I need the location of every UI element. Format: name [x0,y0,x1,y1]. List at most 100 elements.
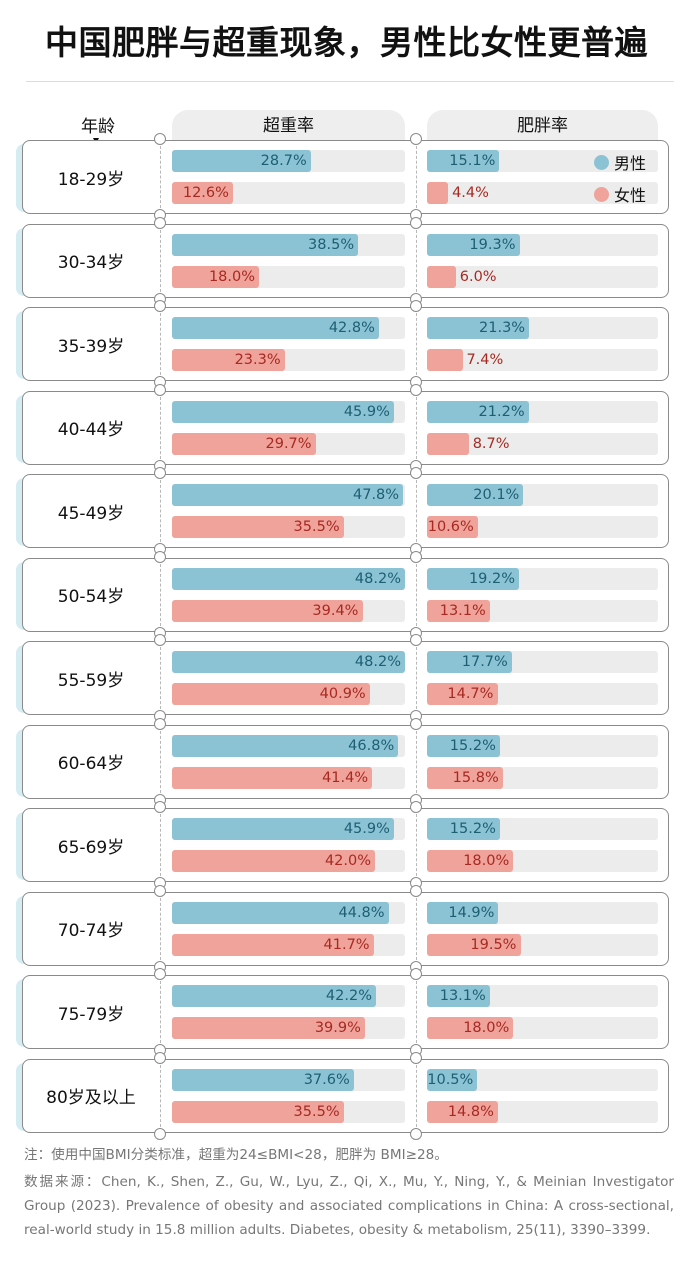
overweight-male-bar [172,1068,354,1091]
overweight-male-bar [172,567,405,590]
age-group-label: 50-54岁 [57,587,125,607]
overweight-female-value-label: 41.7% [323,936,370,953]
overweight-male-track: 38.5% [172,233,405,256]
dashed-separator [160,647,161,709]
overweight-male-value-label: 45.9% [343,403,390,420]
row-accent [16,561,26,630]
overweight-female-track: 42.0% [172,850,405,872]
overweight-female-bar [172,599,363,622]
row-notch [154,968,166,980]
obesity-male-track: 13.1% [427,985,658,1007]
obesity-female-value-label: 4.4% [452,185,489,201]
overweight-female-bar [172,1017,365,1039]
overweight-male-bar [172,484,404,506]
obesity-female-track: 8.7% [427,432,658,455]
dashed-separator [160,730,161,793]
overweight-female-bar [172,516,344,538]
obesity-female-value-label: 18.0% [463,1020,510,1036]
obesity-male-value-label: 14.9% [448,904,495,921]
row-notch [410,300,422,312]
overweight-female-value-label: 23.3% [234,352,281,368]
dashed-separator [416,146,417,208]
footnote-source: 数据来源：Chen, K., Shen, Z., Gu, W., Lyu, Z.… [24,1174,674,1238]
overweight-female-value-label: 12.6% [182,185,229,201]
obesity-male-value-label: 21.2% [478,403,525,420]
dashed-separator [416,563,417,626]
obesity-male-track: 19.3% [427,233,658,256]
obesity-female-value-label: 18.0% [463,853,510,869]
dashed-separator [416,313,417,375]
overweight-female-track: 41.7% [172,933,405,956]
row-notch [410,467,422,479]
row-notch [410,968,422,980]
obesity-female-bar [427,1017,514,1039]
overweight-female-value-label: 35.5% [293,1103,340,1120]
overweight-female-bar [172,683,370,705]
obesity-male-track: 19.2% [427,567,658,590]
overweight-male-value-label: 42.8% [328,320,375,336]
obesity-female-value-label: 15.8% [452,769,499,786]
legend-female: 女性 [594,182,646,206]
overweight-male-bar [172,818,394,840]
age-group-label: 65-69岁 [57,837,125,858]
dashed-separator [160,396,161,459]
obesity-male-track: 20.1% [427,484,658,506]
dashed-separator [160,563,161,626]
chart-row: 75-79岁 42.2% 39.9% 13.1% 18.0% [16,968,669,1056]
row-notch [410,383,422,396]
dashed-separator [416,814,417,876]
overweight-female-value-label: 41.4% [322,769,369,786]
overweight-male-bar [172,233,359,256]
row-notch [154,801,166,813]
overweight-female-track: 40.9% [172,683,405,705]
overweight-male-track: 47.8% [172,484,405,506]
row-notch [410,717,422,730]
obesity-female-track: 10.6% [427,516,658,538]
obesity-female-track: 14.8% [427,1100,658,1123]
obesity-female-bar [427,1100,498,1123]
dashed-separator [160,480,161,542]
age-group-label: 55-59岁 [57,670,125,691]
chart-row: 40-44岁 45.9% 29.7% 21.2% 8.7% [16,383,669,472]
chart-row: 30-34岁 38.5% 18.0% 19.3% 6.0% [16,216,669,305]
row-accent [16,812,26,880]
dashed-separator [416,396,417,459]
overweight-female-value-label: 35.5% [293,519,340,535]
overweight-male-value-label: 44.8% [338,904,385,921]
obesity-male-track: 15.2% [427,734,658,757]
overweight-female-value-label: 29.7% [265,435,312,452]
chart-row: 35-39岁 42.8% 23.3% 21.3% 7.4% [16,300,669,388]
obesity-male-bar [427,400,529,423]
obesity-male-value-label: 17.7% [461,654,508,670]
legend-male-label: 男性 [614,154,647,173]
dashed-separator [160,814,161,876]
obesity-male-bar [427,1068,478,1091]
row-notch [154,884,166,897]
obesity-male-track: 21.3% [427,317,658,339]
overweight-female-bar [172,265,259,288]
chart-title: 中国肥胖与超重现象，男性比女性更普遍 [45,23,648,62]
obesity-male-bar [427,901,499,924]
row-notch [410,884,422,897]
chart-row: 70-74岁 44.8% 41.7% 14.9% 19.5% [16,884,669,973]
obesity-female-bar [427,432,469,455]
overweight-female-track: 12.6% [172,182,405,204]
overweight-female-track: 39.4% [172,599,405,622]
overweight-male-track: 45.9% [172,400,405,423]
row-accent [16,311,26,379]
obesity-female-value-label: 14.7% [447,686,494,702]
row-notch [154,1127,166,1140]
chart-row: 80岁及以上 37.6% 35.5% 10.5% 14.8% [16,1051,669,1140]
row-accent [16,1062,26,1131]
obesity-female-value-label: 7.4% [466,352,504,368]
overweight-female-bar [172,766,373,789]
footnote-note: 注：使用中国BMI分类标准，超重为24≤BMI<28，肥胖为 BMI≥28。 [24,1147,448,1163]
overweight-male-value-label: 42.2% [325,988,372,1004]
obesity-male-track: 21.2% [427,400,658,423]
obesity-male-bar [427,985,490,1007]
row-accent [16,227,26,296]
overweight-female-bar [172,182,233,204]
age-group-label: 60-64岁 [57,754,125,774]
chart-row: 18-29岁 28.7% 12.6% 15.1% 4.4% [16,133,669,221]
obesity-male-value-label: 13.1% [439,988,486,1004]
